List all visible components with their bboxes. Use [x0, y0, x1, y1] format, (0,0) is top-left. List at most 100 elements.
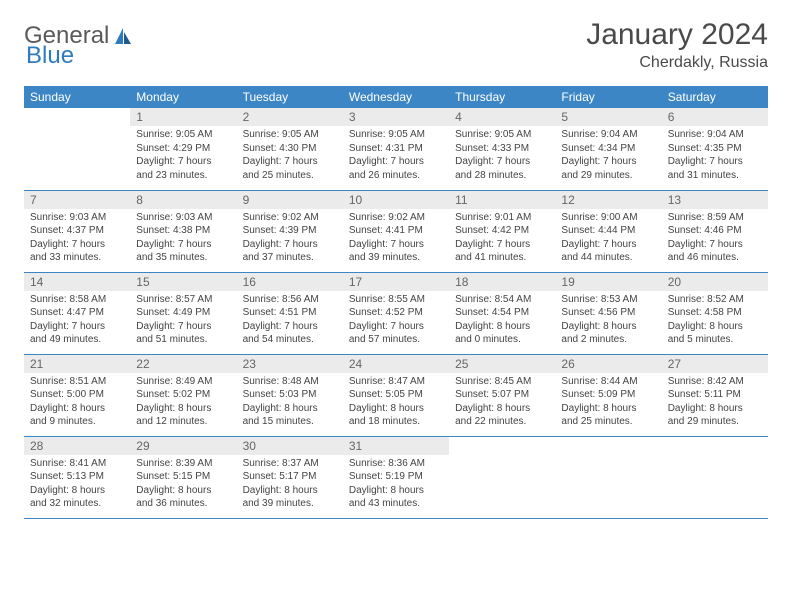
- day-number: 18: [449, 273, 555, 291]
- day-number: 24: [343, 355, 449, 373]
- sunset-text: Sunset: 4:39 PM: [243, 224, 337, 238]
- sunset-text: Sunset: 5:03 PM: [243, 388, 337, 402]
- sunrise-text: Sunrise: 9:01 AM: [455, 211, 549, 225]
- sunrise-text: Sunrise: 8:55 AM: [349, 293, 443, 307]
- day-number: 28: [24, 437, 130, 455]
- calendar-day-cell: 13Sunrise: 8:59 AMSunset: 4:46 PMDayligh…: [662, 190, 768, 272]
- weekday-header: Friday: [555, 86, 661, 108]
- daylight-text-1: Daylight: 8 hours: [243, 484, 337, 498]
- sunrise-text: Sunrise: 8:41 AM: [30, 457, 124, 471]
- daylight-text-1: Daylight: 8 hours: [455, 402, 549, 416]
- daylight-text-2: and 12 minutes.: [136, 415, 230, 429]
- daylight-text-1: Daylight: 7 hours: [349, 238, 443, 252]
- day-number: 14: [24, 273, 130, 291]
- sunrise-text: Sunrise: 9:05 AM: [136, 128, 230, 142]
- daylight-text-1: Daylight: 8 hours: [455, 320, 549, 334]
- day-details: Sunrise: 9:05 AMSunset: 4:33 PMDaylight:…: [449, 126, 555, 186]
- daylight-text-1: Daylight: 8 hours: [136, 484, 230, 498]
- daylight-text-1: Daylight: 7 hours: [243, 238, 337, 252]
- day-number: 30: [237, 437, 343, 455]
- sunrise-text: Sunrise: 8:56 AM: [243, 293, 337, 307]
- day-number: 1: [130, 108, 236, 126]
- daylight-text-2: and 31 minutes.: [668, 169, 762, 183]
- daylight-text-2: and 57 minutes.: [349, 333, 443, 347]
- day-number: 15: [130, 273, 236, 291]
- sunset-text: Sunset: 4:29 PM: [136, 142, 230, 156]
- day-number: 4: [449, 108, 555, 126]
- daylight-text-2: and 25 minutes.: [561, 415, 655, 429]
- sunset-text: Sunset: 4:33 PM: [455, 142, 549, 156]
- day-number: 13: [662, 191, 768, 209]
- daylight-text-1: Daylight: 7 hours: [668, 155, 762, 169]
- calendar-day-cell: [555, 436, 661, 518]
- day-details: Sunrise: 8:57 AMSunset: 4:49 PMDaylight:…: [130, 291, 236, 351]
- day-details: Sunrise: 8:56 AMSunset: 4:51 PMDaylight:…: [237, 291, 343, 351]
- calendar-day-cell: 10Sunrise: 9:02 AMSunset: 4:41 PMDayligh…: [343, 190, 449, 272]
- calendar-day-cell: 15Sunrise: 8:57 AMSunset: 4:49 PMDayligh…: [130, 272, 236, 354]
- sunset-text: Sunset: 4:51 PM: [243, 306, 337, 320]
- calendar-day-cell: [24, 108, 130, 190]
- day-details: Sunrise: 8:52 AMSunset: 4:58 PMDaylight:…: [662, 291, 768, 351]
- daylight-text-1: Daylight: 7 hours: [561, 238, 655, 252]
- sunset-text: Sunset: 4:30 PM: [243, 142, 337, 156]
- sunset-text: Sunset: 5:05 PM: [349, 388, 443, 402]
- calendar-week-row: 28Sunrise: 8:41 AMSunset: 5:13 PMDayligh…: [24, 436, 768, 518]
- daylight-text-1: Daylight: 7 hours: [668, 238, 762, 252]
- calendar-day-cell: 27Sunrise: 8:42 AMSunset: 5:11 PMDayligh…: [662, 354, 768, 436]
- daylight-text-1: Daylight: 8 hours: [136, 402, 230, 416]
- day-number: 7: [24, 191, 130, 209]
- sunset-text: Sunset: 4:34 PM: [561, 142, 655, 156]
- daylight-text-2: and 23 minutes.: [136, 169, 230, 183]
- sunrise-text: Sunrise: 8:53 AM: [561, 293, 655, 307]
- day-details: Sunrise: 9:00 AMSunset: 4:44 PMDaylight:…: [555, 209, 661, 269]
- daylight-text-1: Daylight: 8 hours: [30, 402, 124, 416]
- day-details: Sunrise: 8:49 AMSunset: 5:02 PMDaylight:…: [130, 373, 236, 433]
- daylight-text-2: and 28 minutes.: [455, 169, 549, 183]
- sunset-text: Sunset: 4:56 PM: [561, 306, 655, 320]
- calendar-week-row: 14Sunrise: 8:58 AMSunset: 4:47 PMDayligh…: [24, 272, 768, 354]
- sunrise-text: Sunrise: 9:02 AM: [349, 211, 443, 225]
- daylight-text-1: Daylight: 8 hours: [349, 484, 443, 498]
- weekday-header: Tuesday: [237, 86, 343, 108]
- sunrise-text: Sunrise: 8:51 AM: [30, 375, 124, 389]
- weekday-header: Wednesday: [343, 86, 449, 108]
- daylight-text-1: Daylight: 7 hours: [243, 320, 337, 334]
- sunrise-text: Sunrise: 8:44 AM: [561, 375, 655, 389]
- sunset-text: Sunset: 4:58 PM: [668, 306, 762, 320]
- daylight-text-1: Daylight: 7 hours: [136, 320, 230, 334]
- day-details: Sunrise: 8:37 AMSunset: 5:17 PMDaylight:…: [237, 455, 343, 515]
- sunrise-text: Sunrise: 8:52 AM: [668, 293, 762, 307]
- sunset-text: Sunset: 5:09 PM: [561, 388, 655, 402]
- calendar-day-cell: 17Sunrise: 8:55 AMSunset: 4:52 PMDayligh…: [343, 272, 449, 354]
- brand-text-2: Blue: [26, 42, 74, 69]
- day-details: Sunrise: 9:03 AMSunset: 4:38 PMDaylight:…: [130, 209, 236, 269]
- sunrise-text: Sunrise: 9:00 AM: [561, 211, 655, 225]
- daylight-text-1: Daylight: 7 hours: [30, 320, 124, 334]
- day-details: Sunrise: 9:04 AMSunset: 4:34 PMDaylight:…: [555, 126, 661, 186]
- day-details: Sunrise: 8:47 AMSunset: 5:05 PMDaylight:…: [343, 373, 449, 433]
- day-details: Sunrise: 9:04 AMSunset: 4:35 PMDaylight:…: [662, 126, 768, 186]
- day-number: 21: [24, 355, 130, 373]
- daylight-text-1: Daylight: 7 hours: [30, 238, 124, 252]
- day-number: [555, 437, 661, 455]
- daylight-text-1: Daylight: 7 hours: [136, 155, 230, 169]
- calendar-day-cell: 6Sunrise: 9:04 AMSunset: 4:35 PMDaylight…: [662, 108, 768, 190]
- sunset-text: Sunset: 5:17 PM: [243, 470, 337, 484]
- day-number: 23: [237, 355, 343, 373]
- daylight-text-2: and 51 minutes.: [136, 333, 230, 347]
- sunset-text: Sunset: 4:54 PM: [455, 306, 549, 320]
- day-details: Sunrise: 8:51 AMSunset: 5:00 PMDaylight:…: [24, 373, 130, 433]
- calendar-day-cell: 18Sunrise: 8:54 AMSunset: 4:54 PMDayligh…: [449, 272, 555, 354]
- sunrise-text: Sunrise: 9:04 AM: [561, 128, 655, 142]
- sunrise-text: Sunrise: 9:05 AM: [455, 128, 549, 142]
- day-details: Sunrise: 9:05 AMSunset: 4:29 PMDaylight:…: [130, 126, 236, 186]
- sunset-text: Sunset: 5:19 PM: [349, 470, 443, 484]
- day-number: 5: [555, 108, 661, 126]
- calendar-day-cell: 9Sunrise: 9:02 AMSunset: 4:39 PMDaylight…: [237, 190, 343, 272]
- daylight-text-2: and 39 minutes.: [243, 497, 337, 511]
- sunrise-text: Sunrise: 9:02 AM: [243, 211, 337, 225]
- daylight-text-2: and 29 minutes.: [561, 169, 655, 183]
- daylight-text-2: and 32 minutes.: [30, 497, 124, 511]
- daylight-text-2: and 46 minutes.: [668, 251, 762, 265]
- sunrise-text: Sunrise: 8:58 AM: [30, 293, 124, 307]
